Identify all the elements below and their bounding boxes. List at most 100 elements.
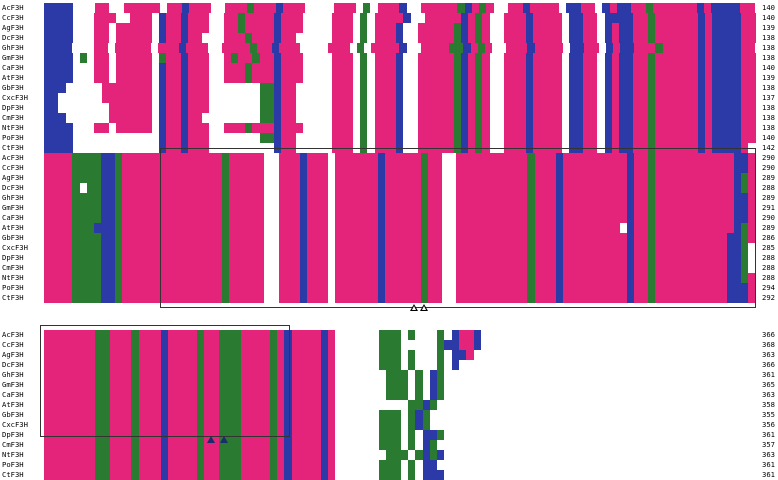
- sequence-row: [44, 33, 756, 43]
- species-name: AtF3H: [2, 400, 24, 409]
- species-name: GmF3H: [2, 380, 24, 389]
- sequence-row: [44, 193, 756, 203]
- species-name: CcF3H: [2, 13, 24, 22]
- species-name: AgF3H: [2, 350, 24, 359]
- species-name: PoF3H: [2, 460, 24, 469]
- sequence-row: [44, 283, 756, 293]
- sequence-row: [44, 360, 481, 370]
- sequence-row: [44, 133, 756, 143]
- alignment-block-1: AcF3H CcF3H AgF3H DcF3H GhF3H GmF3H CaF3…: [0, 3, 778, 153]
- end-number-column: 290 290 289 288 289 291 290 289 286 285 …: [745, 153, 775, 303]
- species-name: AcF3H: [2, 153, 24, 162]
- end-number: 138: [762, 103, 775, 112]
- end-number: 365: [762, 380, 775, 389]
- sequence-row: [44, 203, 756, 213]
- end-number: 139: [762, 23, 775, 32]
- end-number: 292: [762, 293, 775, 302]
- species-name: AgF3H: [2, 23, 24, 32]
- sequence-row: [44, 23, 756, 33]
- conserved-region-box: [160, 148, 756, 308]
- sequence-row: [44, 430, 481, 440]
- species-name: PoF3H: [2, 133, 24, 142]
- end-number: 363: [762, 350, 775, 359]
- species-name: CmF3H: [2, 440, 24, 449]
- species-name: DcF3H: [2, 360, 24, 369]
- species-name-column: AcF3H CcF3H AgF3H DcF3H GhF3H GmF3H CaF3…: [2, 3, 28, 153]
- sequence-track: [44, 153, 756, 303]
- species-name: CtF3H: [2, 143, 24, 152]
- sequence-row: [44, 123, 756, 133]
- sequence-row: [44, 83, 756, 93]
- sequence-row: [44, 370, 481, 380]
- end-number: 140: [762, 3, 775, 12]
- sequence-row: [44, 93, 756, 103]
- end-number: 142: [762, 143, 775, 152]
- species-name: CmF3H: [2, 263, 24, 272]
- species-name: PoF3H: [2, 283, 24, 292]
- end-number-column: 366 368 363 366 361 365 363 358 355 356 …: [745, 330, 775, 480]
- sequence-row: [44, 63, 756, 73]
- species-name: GbF3H: [2, 233, 24, 242]
- sequence-alignment-figure: AcF3H CcF3H AgF3H DcF3H GhF3H GmF3H CaF3…: [0, 3, 778, 480]
- sequence-track: [44, 330, 481, 480]
- end-number: 355: [762, 410, 775, 419]
- end-number: 366: [762, 360, 775, 369]
- sequence-row: [44, 153, 756, 163]
- sequence-row: [44, 3, 756, 13]
- species-name: CcF3H: [2, 340, 24, 349]
- species-name: GmF3H: [2, 203, 24, 212]
- species-name: DpF3H: [2, 430, 24, 439]
- species-name: DpF3H: [2, 103, 24, 112]
- sequence-row: [44, 263, 756, 273]
- end-number: 138: [762, 53, 775, 62]
- sequence-row: [44, 223, 756, 233]
- species-name: NtF3H: [2, 273, 24, 282]
- sequence-row: [44, 103, 756, 113]
- sequence-row: [44, 233, 756, 243]
- end-number: 356: [762, 420, 775, 429]
- species-name: CtF3H: [2, 293, 24, 302]
- end-number: 288: [762, 183, 775, 192]
- species-name: CtF3H: [2, 470, 24, 479]
- sequence-row: [44, 420, 481, 430]
- end-number: 140: [762, 13, 775, 22]
- end-number: 286: [762, 233, 775, 242]
- end-number: 289: [762, 193, 775, 202]
- end-number: 366: [762, 330, 775, 339]
- end-number: 357: [762, 440, 775, 449]
- species-name: DpF3H: [2, 253, 24, 262]
- end-number: 138: [762, 33, 775, 42]
- sequence-track: [44, 3, 756, 153]
- end-number: 288: [762, 273, 775, 282]
- alignment-block-3: AcF3H CcF3H AgF3H DcF3H GhF3H GmF3H CaF3…: [0, 325, 778, 480]
- species-name: CaF3H: [2, 390, 24, 399]
- end-number: 368: [762, 340, 775, 349]
- species-name-column: AcF3H CcF3H AgF3H DcF3H GhF3H GmF3H CaF3…: [2, 153, 28, 303]
- species-name: AtF3H: [2, 73, 24, 82]
- end-number: 358: [762, 400, 775, 409]
- end-number: 138: [762, 43, 775, 52]
- end-number-column: 140 140 139 138 138 138 140 139 138 137 …: [745, 3, 775, 153]
- end-number: 291: [762, 203, 775, 212]
- end-number: 363: [762, 390, 775, 399]
- species-name: CxcF3H: [2, 420, 28, 429]
- end-number: 138: [762, 83, 775, 92]
- sequence-row: [44, 73, 756, 83]
- sequence-row: [44, 410, 481, 420]
- sequence-row: [44, 13, 756, 23]
- sequence-row: [44, 243, 756, 253]
- end-number: 361: [762, 370, 775, 379]
- sequence-row: [44, 43, 756, 53]
- species-name-column: AcF3H CcF3H AgF3H DcF3H GhF3H GmF3H CaF3…: [2, 330, 28, 480]
- sequence-row: [44, 390, 481, 400]
- species-name: CaF3H: [2, 213, 24, 222]
- species-name: GmF3H: [2, 53, 24, 62]
- end-number: 294: [762, 283, 775, 292]
- sequence-row: [44, 450, 481, 460]
- conserved-region-box: [40, 325, 290, 437]
- end-number: 361: [762, 460, 775, 469]
- sequence-row: [44, 253, 756, 263]
- species-name: GhF3H: [2, 370, 24, 379]
- species-name: GbF3H: [2, 83, 24, 92]
- sequence-row: [44, 460, 481, 470]
